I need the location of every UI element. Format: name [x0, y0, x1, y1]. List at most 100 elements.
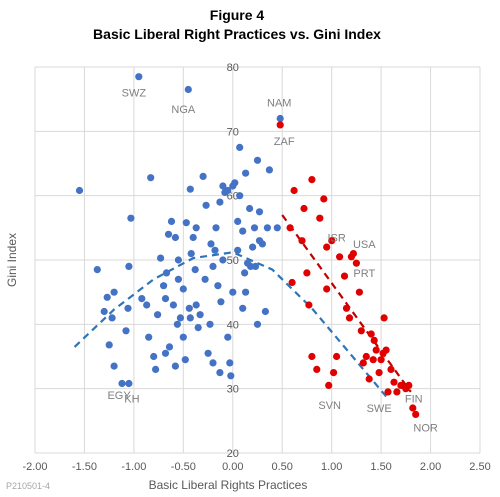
blue-data-point — [157, 254, 165, 262]
blue-data-point — [201, 275, 209, 283]
blue-data-point — [239, 227, 247, 235]
blue-data-point — [255, 208, 264, 216]
blue-data-point — [234, 246, 242, 254]
chart-title: Figure 4 — [210, 7, 265, 23]
blue-data-point — [194, 324, 202, 332]
red-data-point — [328, 237, 336, 245]
red-data-point — [365, 375, 373, 383]
blue-data-point — [251, 262, 260, 270]
blue-data-point — [125, 262, 133, 270]
trendlines — [73, 214, 412, 398]
blue-data-point — [165, 343, 174, 351]
chart-subtitle: Basic Liberal Right Practices vs. Gini I… — [93, 26, 381, 42]
red-data-point — [342, 304, 351, 312]
blue-data-point — [108, 314, 116, 322]
blue-data-point — [207, 240, 215, 248]
x-tick-label: -1.00 — [121, 461, 146, 473]
y-tick-label: 30 — [227, 384, 239, 396]
red-data-point — [387, 365, 395, 373]
y-axis-title: Gini Index — [5, 233, 19, 287]
country-label: SWZ — [122, 88, 147, 100]
country-label: SWE — [367, 403, 392, 415]
blue-data-point — [150, 352, 158, 361]
blue-data-point — [179, 333, 187, 341]
x-axis-title: Basic Liberal Rights Practices — [149, 478, 308, 492]
blue-data-point — [191, 266, 199, 274]
red-data-point — [276, 121, 284, 129]
blue-data-point — [138, 295, 146, 303]
red-data-point — [380, 314, 388, 322]
blue-data-point — [227, 372, 235, 380]
blue-data-point — [273, 224, 281, 232]
x-tick-label: 1.50 — [370, 461, 391, 473]
blue-data-point — [167, 217, 176, 225]
blue-data-point — [217, 298, 225, 306]
blue-data-point — [192, 224, 200, 232]
red-data-point — [290, 186, 298, 195]
blue-data-point — [246, 204, 254, 213]
y-tick-label: 50 — [227, 255, 239, 267]
blue-data-point — [135, 73, 143, 81]
blue-data-point — [214, 282, 222, 290]
red-data-point — [333, 352, 341, 361]
blue-data-point — [181, 356, 189, 364]
blue-data-point — [110, 288, 118, 296]
blue-data-point — [154, 311, 162, 319]
blue-data-point — [199, 172, 207, 180]
blue-data-point — [162, 269, 171, 277]
red-data-point — [362, 352, 370, 361]
blue-data-point — [171, 362, 179, 370]
red-data-point — [286, 224, 294, 232]
red-data-point — [340, 272, 349, 280]
blue-data-point — [160, 282, 168, 290]
blue-data-point — [179, 285, 187, 293]
country-label: ISR — [327, 232, 345, 244]
blue-data-point — [229, 288, 237, 296]
red-data-point — [384, 388, 392, 396]
blue-data-point — [219, 256, 227, 264]
x-tick-label: -0.50 — [171, 461, 196, 473]
blue-data-point — [265, 166, 273, 174]
data-points — [75, 73, 420, 418]
blue-data-point — [186, 314, 194, 322]
red-data-point — [359, 359, 367, 367]
blue-data-point — [204, 349, 212, 357]
red-data-point — [393, 388, 401, 396]
blue-data-point — [242, 288, 250, 296]
blue-data-point — [187, 250, 195, 258]
y-tick-label: 40 — [227, 319, 239, 331]
blue-data-point — [161, 295, 170, 303]
x-axis-ticks: -2.00 -1.50 -1.00 -0.50 0.00 0.50 1.00 1.50 2.00… — [22, 461, 490, 473]
red-data-point — [409, 404, 417, 412]
y-axis-ticks: 20 30 40 50 60 70 80 — [227, 62, 239, 460]
y-tick-label: 60 — [227, 191, 239, 203]
blue-data-point — [100, 307, 108, 316]
red-data-point — [300, 204, 308, 213]
blue-data-point — [125, 379, 133, 388]
blue-data-point — [75, 186, 84, 195]
blue-data-point — [143, 301, 151, 309]
country-label: FIN — [405, 393, 423, 405]
blue-data-point — [202, 201, 210, 209]
country-label: EGY — [107, 390, 131, 402]
red-data-point — [323, 243, 331, 251]
blue-data-point — [239, 304, 247, 312]
blue-data-point — [161, 349, 170, 357]
red-data-point — [298, 237, 306, 245]
red-data-point — [303, 269, 311, 277]
blue-data-point — [258, 240, 266, 248]
blue-data-point — [253, 320, 262, 328]
red-data-point — [369, 356, 377, 364]
country-label: NGA — [171, 104, 196, 116]
blue-data-point — [176, 314, 184, 322]
red-data-point — [390, 378, 398, 386]
blue-data-point — [206, 320, 214, 328]
x-tick-label: 0.00 — [222, 461, 243, 473]
x-tick-label: 2.50 — [469, 461, 490, 473]
blue-data-point — [124, 304, 132, 312]
blue-data-point — [122, 327, 130, 335]
x-tick-label: -1.50 — [72, 461, 97, 473]
red-data-point — [352, 259, 360, 267]
